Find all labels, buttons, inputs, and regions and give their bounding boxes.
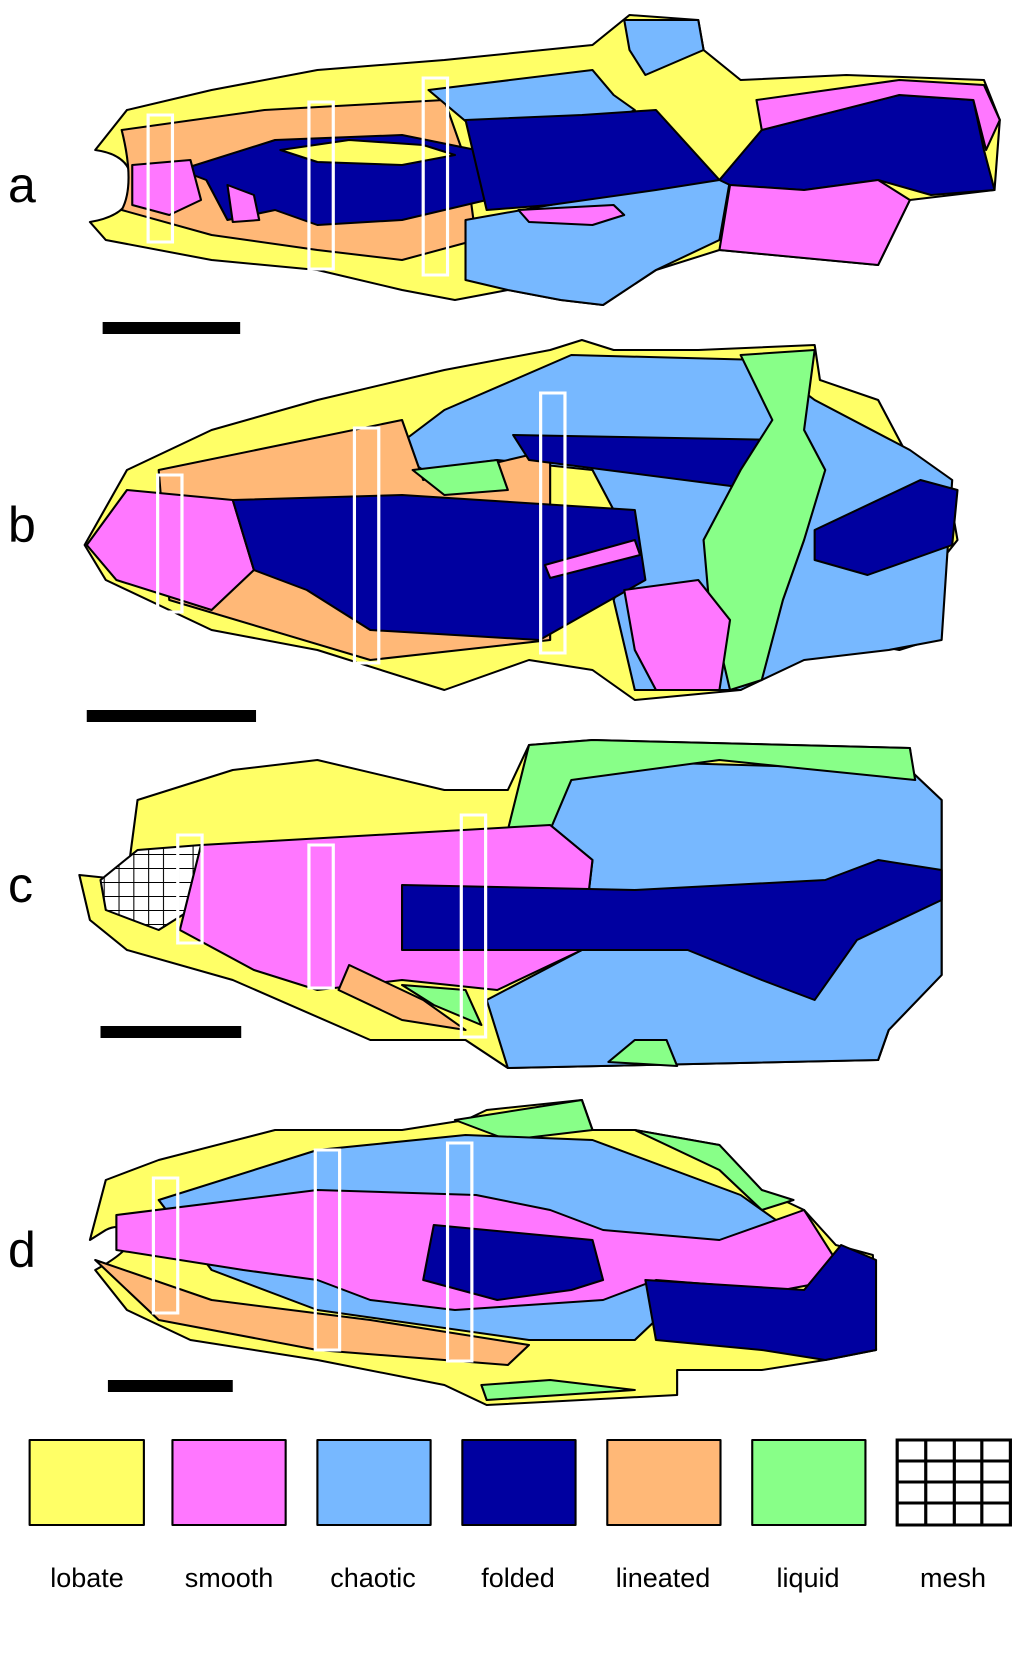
map-b xyxy=(85,340,958,722)
legend-label: lobate xyxy=(50,1563,124,1593)
panel-letter: c xyxy=(8,857,33,913)
legend-label: liquid xyxy=(776,1563,839,1593)
legend-label: smooth xyxy=(185,1563,274,1593)
legend-label: lineated xyxy=(616,1563,711,1593)
panel-letters: a b c d xyxy=(8,157,36,1278)
legend-labels: lobate smooth chaotic folded lineated li… xyxy=(50,1563,986,1593)
map-a xyxy=(90,15,1000,334)
map-c xyxy=(79,740,941,1068)
legend-swatches xyxy=(30,1440,1011,1525)
figure: a b c d lobate smooth chaotic folded lin… xyxy=(0,0,1021,1663)
panel-letter: b xyxy=(8,497,36,553)
legend-label: folded xyxy=(481,1563,555,1593)
panel-letter: d xyxy=(8,1222,36,1278)
map-d xyxy=(90,1100,876,1405)
panel-letter: a xyxy=(8,157,36,213)
maps xyxy=(30,15,1011,1525)
legend-label: chaotic xyxy=(330,1563,416,1593)
legend-label: mesh xyxy=(920,1563,986,1593)
